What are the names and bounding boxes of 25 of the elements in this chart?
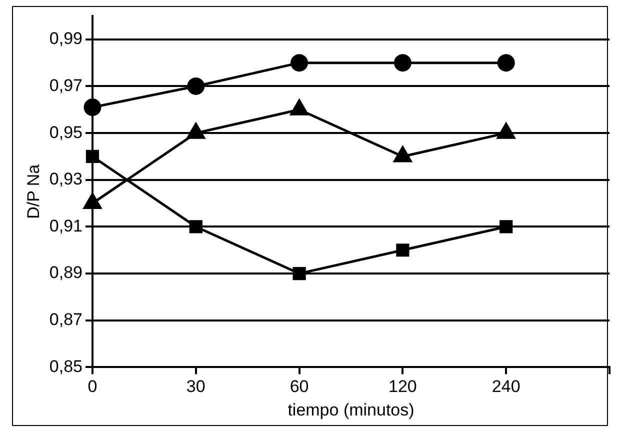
y-tick-label: 0,85 — [49, 356, 82, 376]
y-axis-title: D/P Na — [24, 164, 43, 219]
point — [292, 266, 306, 280]
point — [394, 54, 412, 72]
y-tick-label: 0,93 — [49, 170, 82, 189]
point — [86, 150, 100, 164]
y-tick-label: 0,91 — [49, 216, 82, 236]
point — [500, 220, 513, 234]
point — [497, 54, 515, 72]
y-tick-label: 0,89 — [49, 263, 82, 282]
point — [290, 54, 308, 72]
x-tick-label: 0 — [88, 377, 98, 396]
y-tick-label: 0,97 — [49, 76, 82, 95]
point — [84, 98, 102, 116]
x-tick-label: 60 — [290, 377, 309, 396]
x-axis-title: tiempo (minutos) — [288, 400, 414, 420]
point — [189, 220, 202, 234]
x-tick-label: 240 — [492, 377, 520, 396]
y-tick-label: 0,87 — [49, 310, 82, 330]
y-tick-label: 0,99 — [49, 29, 82, 48]
point — [396, 244, 410, 257]
x-tick-label: 120 — [388, 377, 417, 396]
x-tick-label: 30 — [186, 377, 206, 396]
y-tick-label: 0,95 — [49, 122, 82, 142]
point — [187, 77, 205, 95]
